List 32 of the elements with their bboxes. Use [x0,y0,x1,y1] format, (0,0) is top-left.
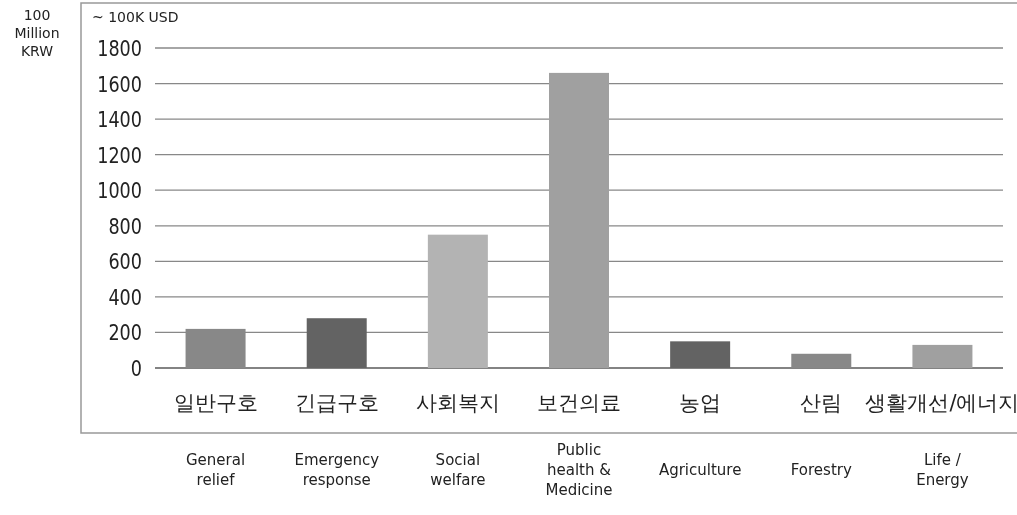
text: Public health & Medicine [545,441,613,499]
text: Social welfare [430,451,486,489]
bar [791,353,852,368]
x-tick-label: 일반구호 [173,391,258,415]
bar [670,341,731,368]
y-tick-label: 1200 [97,142,142,169]
y-tick-label: 1600 [97,71,142,98]
bar [306,318,367,368]
text: Agriculture [658,461,742,479]
x-tick-label: 생활개선/에너지 [865,391,1017,415]
x-tick-label: 사회복지 [415,391,500,415]
text: Emergency response [294,451,380,489]
x-tick-label: 농업 [679,391,722,415]
bar [427,234,488,368]
y-tick-label: 1000 [97,178,142,204]
y-tick-label: 800 [108,213,142,240]
x-tick-label: 산림 [800,391,843,415]
y-tick-label: 1400 [97,107,142,133]
y-tick-label: 400 [108,285,142,311]
bar [912,344,973,368]
y-tick-label: 1800 [97,36,142,62]
x-tick-label: 보건의료 [537,391,621,415]
text: General relief [186,451,246,489]
text: ~ 100K USD [92,9,179,25]
y-axis-title: 100 Million KRW [14,7,60,59]
y-tick-label: 600 [108,249,142,275]
y-tick-label: 0 [130,356,142,382]
bar [549,72,609,368]
y-tick-label: 200 [108,320,142,346]
text: Forestry [790,461,852,479]
x-tick-label: 긴급구호 [294,391,379,415]
text: Life / Energy [916,451,969,489]
